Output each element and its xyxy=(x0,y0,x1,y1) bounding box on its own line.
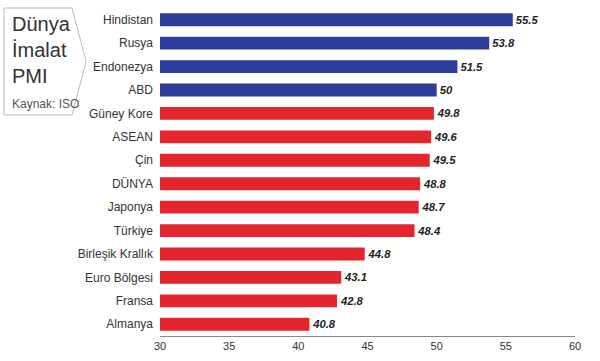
svg-text:53.8: 53.8 xyxy=(492,37,515,49)
svg-text:55.5: 55.5 xyxy=(516,14,539,26)
svg-text:Kaynak: ISO: Kaynak: ISO xyxy=(12,97,79,111)
svg-text:45: 45 xyxy=(361,340,373,352)
svg-text:Endonezya: Endonezya xyxy=(93,60,153,74)
svg-text:60: 60 xyxy=(569,340,581,352)
svg-text:30: 30 xyxy=(154,340,166,352)
svg-text:Çin: Çin xyxy=(135,153,153,167)
svg-text:35: 35 xyxy=(223,340,235,352)
svg-text:49.5: 49.5 xyxy=(433,154,457,166)
svg-text:44.8: 44.8 xyxy=(368,248,392,260)
svg-text:50: 50 xyxy=(431,340,443,352)
svg-text:50: 50 xyxy=(440,84,453,96)
svg-text:40: 40 xyxy=(292,340,304,352)
svg-text:DÜNYA: DÜNYA xyxy=(112,177,153,191)
svg-text:Almanya: Almanya xyxy=(106,317,153,331)
svg-text:Birleşik Krallık: Birleşik Krallık xyxy=(78,247,154,261)
svg-text:40.8: 40.8 xyxy=(312,318,336,330)
svg-text:48.8: 48.8 xyxy=(423,178,447,190)
svg-text:ABD: ABD xyxy=(128,83,153,97)
svg-text:Türkiye: Türkiye xyxy=(114,224,154,238)
svg-text:51.5: 51.5 xyxy=(460,61,483,73)
svg-text:ASEAN: ASEAN xyxy=(112,130,153,144)
svg-text:48.7: 48.7 xyxy=(421,201,445,213)
svg-text:Rusya: Rusya xyxy=(119,36,153,50)
svg-text:Fransa: Fransa xyxy=(116,294,154,308)
svg-text:49.6: 49.6 xyxy=(434,131,458,143)
svg-text:Euro Bölgesi: Euro Bölgesi xyxy=(85,271,153,285)
svg-text:42.8: 42.8 xyxy=(340,295,364,307)
svg-text:43.1: 43.1 xyxy=(344,271,367,283)
svg-text:55: 55 xyxy=(500,340,512,352)
svg-text:48.4: 48.4 xyxy=(417,225,441,237)
svg-text:Güney Kore: Güney Kore xyxy=(89,107,153,121)
svg-text:Hindistan: Hindistan xyxy=(103,13,153,27)
svg-text:DünyaİmalatPMI: DünyaİmalatPMI xyxy=(12,13,71,87)
svg-text:49.8: 49.8 xyxy=(437,107,461,119)
svg-text:Japonya: Japonya xyxy=(108,200,154,214)
